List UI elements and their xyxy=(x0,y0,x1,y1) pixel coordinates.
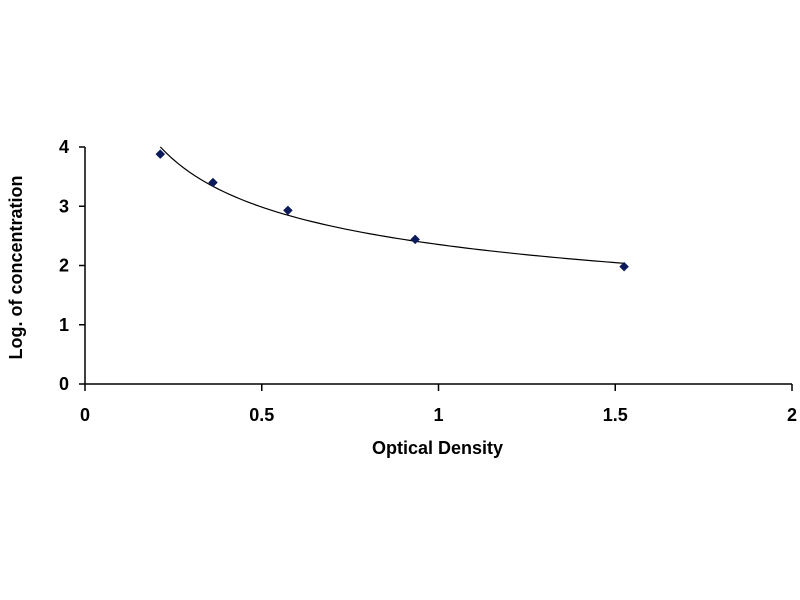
x-tick-label: 0.5 xyxy=(249,405,274,425)
y-tick-label: 2 xyxy=(59,256,69,276)
x-tick-label: 1 xyxy=(433,405,443,425)
data-point xyxy=(155,149,166,159)
y-tick-label: 1 xyxy=(59,315,69,335)
data-points xyxy=(155,149,629,272)
fit-curve xyxy=(159,146,625,264)
x-tick-label: 1.5 xyxy=(603,405,628,425)
x-axis-title: Optical Density xyxy=(372,438,503,458)
data-point xyxy=(410,234,421,245)
x-ticks: 0 0.5 1 1.5 2 xyxy=(80,384,797,425)
y-tick-label: 3 xyxy=(59,196,69,216)
axes xyxy=(84,147,792,385)
y-axis-title: Log. of concentration xyxy=(6,176,26,360)
data-point xyxy=(619,261,629,272)
x-tick-label: 0 xyxy=(80,405,90,425)
data-point xyxy=(283,205,293,216)
y-tick-label: 0 xyxy=(59,374,69,394)
y-ticks: 0 1 2 3 4 xyxy=(59,137,85,394)
x-tick-label: 2 xyxy=(787,405,797,425)
data-point xyxy=(208,177,218,188)
y-tick-label: 4 xyxy=(59,137,69,157)
